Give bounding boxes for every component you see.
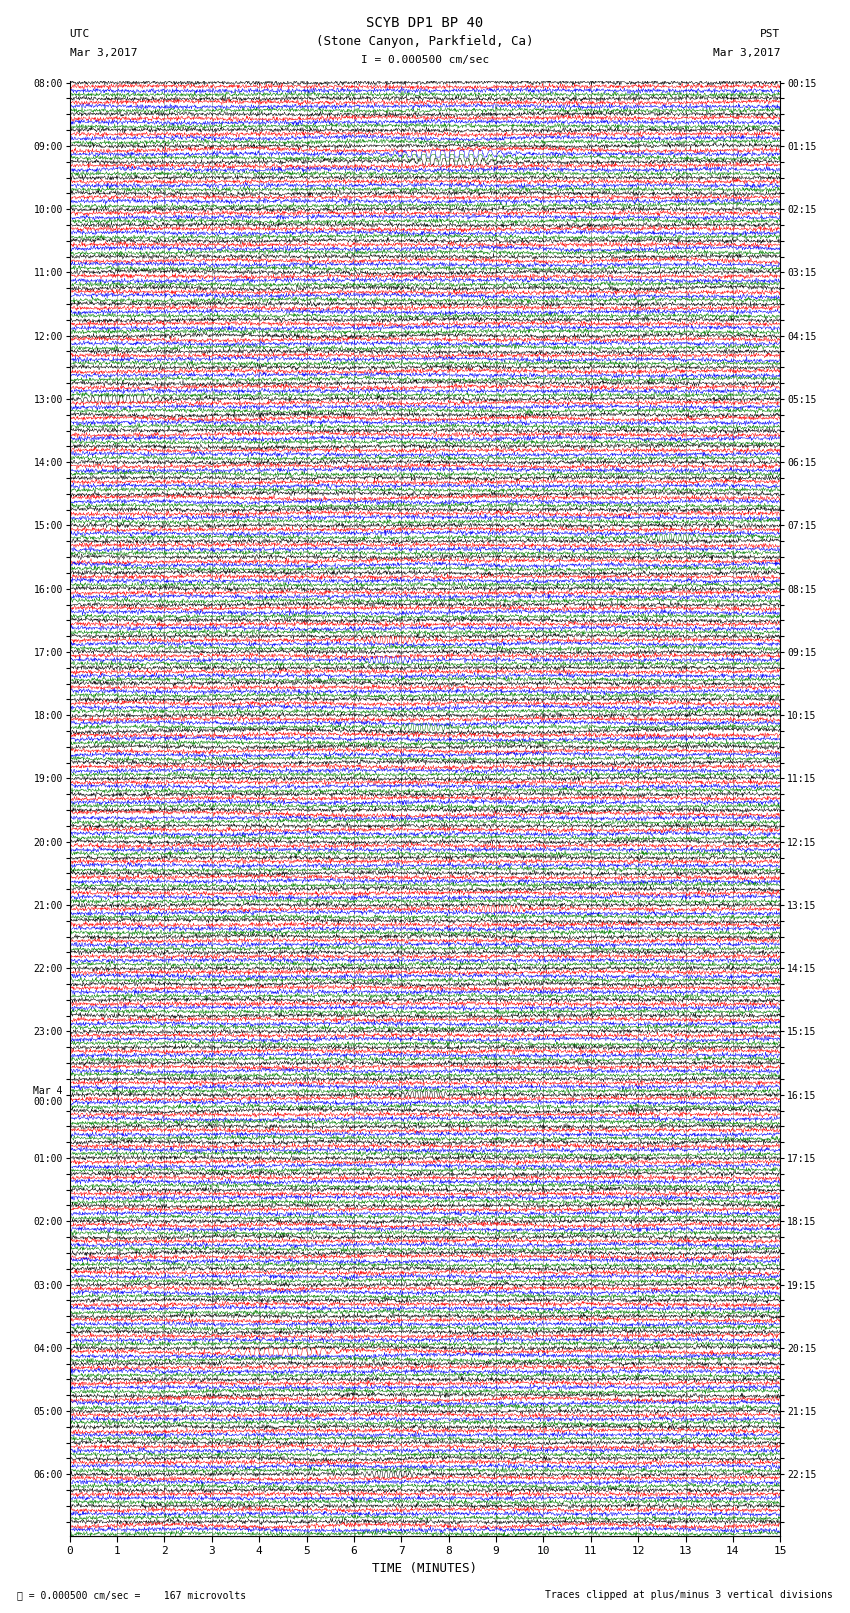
Text: I = 0.000500 cm/sec: I = 0.000500 cm/sec [361,55,489,65]
Text: SCYB DP1 BP 40: SCYB DP1 BP 40 [366,16,484,31]
X-axis label: TIME (MINUTES): TIME (MINUTES) [372,1561,478,1574]
Text: Mar 3,2017: Mar 3,2017 [713,48,780,58]
Text: (Stone Canyon, Parkfield, Ca): (Stone Canyon, Parkfield, Ca) [316,35,534,48]
Text: PST: PST [760,29,780,39]
Text: Mar 3,2017: Mar 3,2017 [70,48,137,58]
Text: Ҵ = 0.000500 cm/sec =    167 microvolts: Ҵ = 0.000500 cm/sec = 167 microvolts [17,1590,246,1600]
Text: Traces clipped at plus/minus 3 vertical divisions: Traces clipped at plus/minus 3 vertical … [545,1590,833,1600]
Text: UTC: UTC [70,29,90,39]
